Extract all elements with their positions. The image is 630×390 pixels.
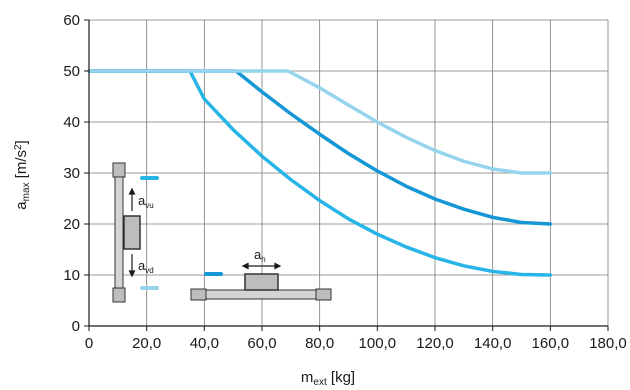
vertical-rail [114, 174, 124, 291]
horizontal-rail-cap-left [190, 288, 207, 301]
label-a-vd-main: a [138, 258, 146, 273]
y-tick-label: 10 [63, 267, 80, 284]
label-a-h: ah [254, 247, 266, 264]
y-axis-title-unit-sup: 2 [13, 144, 24, 150]
horizontal-slide-block [244, 273, 279, 291]
series-line-2 [87, 69, 553, 226]
horizontal-mount-diagram: ah [190, 247, 332, 301]
x-tick-label: 140,0 [474, 335, 512, 352]
x-tick-label: 20,0 [132, 335, 161, 352]
label-a-vu-sub: vu [145, 201, 153, 210]
x-tick-label: 60,0 [247, 335, 276, 352]
x-axis-title-unit: [kg] [327, 369, 355, 386]
label-a-h-main: a [254, 247, 262, 262]
vertical-rail-cap-bottom [112, 287, 126, 303]
x-tick-label: 80,0 [305, 335, 334, 352]
y-tick-label: 50 [63, 63, 80, 80]
horizontal-rail-cap-right [315, 288, 332, 301]
arrow-left-right-icon [241, 262, 282, 270]
series-line-1 [87, 69, 553, 277]
y-tick-labels: 0 10 20 30 40 50 60 [63, 12, 80, 335]
y-axis-title-unit: [m/s [13, 150, 30, 183]
vertical-rail-cap-top [112, 162, 126, 178]
label-a-vu-main: a [138, 193, 146, 208]
series-lines [87, 69, 553, 277]
arrow-up-icon [128, 187, 136, 211]
series-line-3 [87, 69, 553, 175]
y-tick-label: 30 [63, 165, 80, 182]
y-axis-title-main: a [13, 201, 30, 210]
x-axis-title-main: m [301, 369, 314, 386]
x-tick-label: 100,0 [359, 335, 397, 352]
axes [84, 19, 609, 331]
x-tick-label: 40,0 [190, 335, 219, 352]
y-tick-label: 20 [63, 216, 80, 233]
x-tick-label: 180,0 [589, 335, 627, 352]
y-axis-title-unit-close: ] [13, 140, 30, 144]
y-axis-title-sub: max [21, 182, 32, 201]
y-tick-label: 60 [63, 12, 80, 29]
y-tick-label: 40 [63, 114, 80, 131]
x-tick-labels: 0 20,0 40,0 60,0 80,0 100,0 120,0 140,0 160,0 180… [85, 335, 627, 352]
vertical-mount-diagram: avu avd [112, 162, 159, 303]
x-tick-label: 0 [85, 335, 93, 352]
horizontal-rail [197, 289, 327, 300]
label-a-vd: avd [138, 258, 154, 275]
label-a-vu: avu [138, 193, 154, 210]
x-tick-label: 160,0 [532, 335, 570, 352]
label-a-vd-sub: vd [145, 266, 153, 275]
x-tick-label: 120,0 [416, 335, 454, 352]
x-axis-title: mext [kg] [301, 369, 355, 388]
arrow-down-icon [128, 254, 136, 278]
vertical-slide-block [123, 215, 141, 250]
y-tick-label: 0 [72, 318, 80, 335]
label-a-h-sub: h [261, 255, 265, 264]
y-axis-title: amax [m/s2] [13, 140, 32, 209]
x-axis-title-sub: ext [313, 377, 327, 388]
